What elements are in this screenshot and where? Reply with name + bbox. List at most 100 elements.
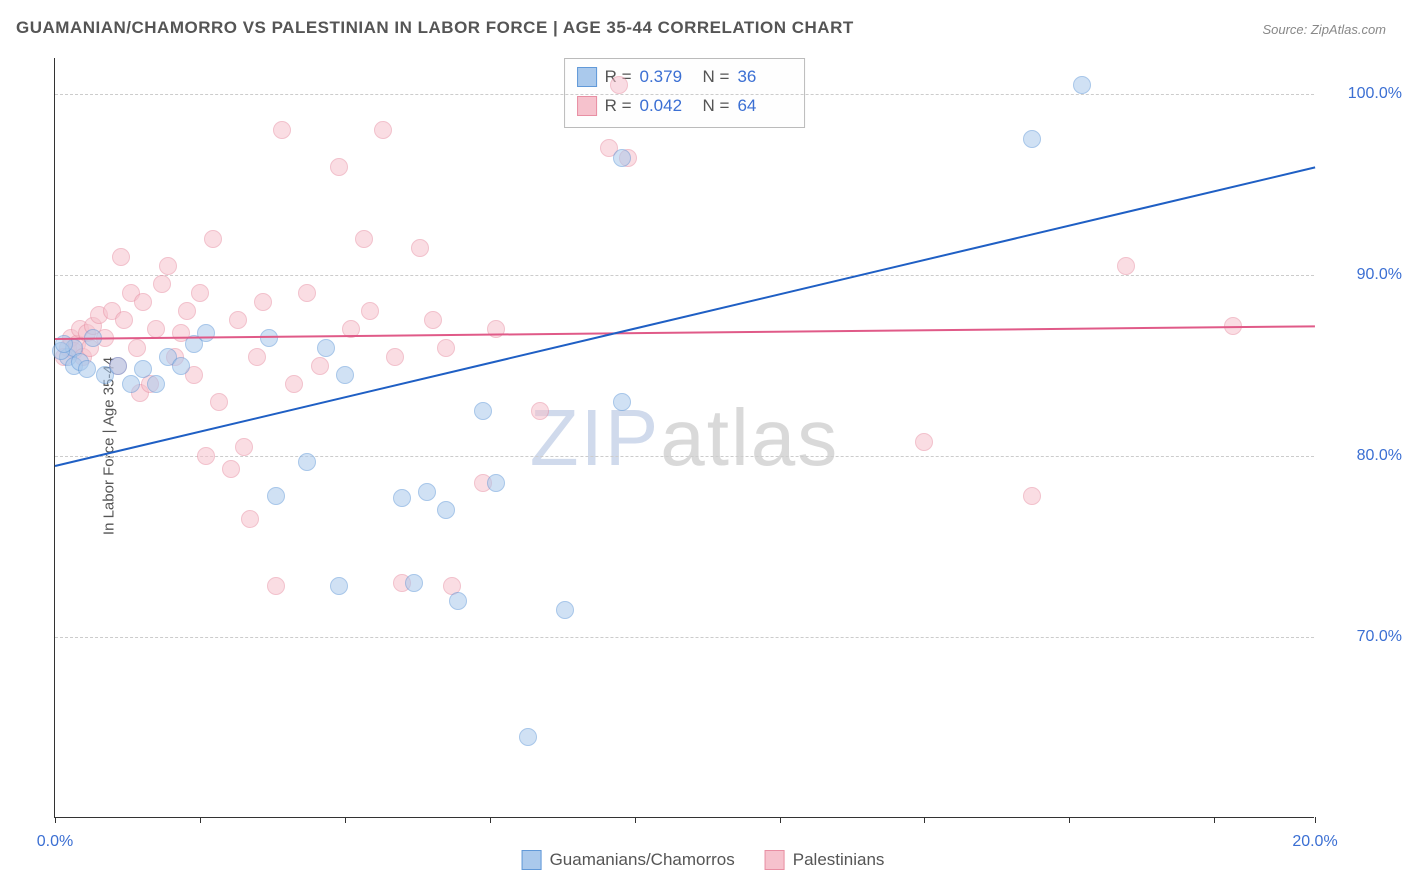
data-point-series1: [172, 357, 190, 375]
stats-legend-box: R = 0.379 N = 36 R = 0.042 N = 64: [564, 58, 806, 128]
x-tick: [1315, 817, 1316, 823]
data-point-series2: [159, 257, 177, 275]
data-point-series2: [411, 239, 429, 257]
data-point-series2: [128, 339, 146, 357]
x-tick-label: 0.0%: [37, 833, 73, 851]
x-tick: [1214, 817, 1215, 823]
data-point-series2: [285, 375, 303, 393]
data-point-series2: [487, 320, 505, 338]
data-point-series1: [197, 324, 215, 342]
y-tick-label: 80.0%: [1322, 447, 1402, 465]
data-point-series2: [210, 393, 228, 411]
data-point-series2: [330, 158, 348, 176]
data-point-series2: [197, 447, 215, 465]
bottom-legend: Guamanians/Chamorros Palestinians: [522, 850, 885, 870]
data-point-series2: [115, 311, 133, 329]
r-value-1: 0.379: [640, 63, 695, 92]
gridline: [55, 275, 1314, 276]
gridline: [55, 637, 1314, 638]
n-label-2: N =: [703, 92, 730, 121]
data-point-series1: [418, 483, 436, 501]
data-point-series2: [1117, 257, 1135, 275]
y-tick-label: 70.0%: [1322, 628, 1402, 646]
data-point-series2: [147, 320, 165, 338]
data-point-series2: [235, 438, 253, 456]
data-point-series2: [374, 121, 392, 139]
data-point-series2: [610, 76, 628, 94]
data-point-series1: [1073, 76, 1091, 94]
data-point-series1: [122, 375, 140, 393]
watermark: ZIPatlas: [530, 392, 839, 484]
data-point-series2: [222, 460, 240, 478]
data-point-series2: [267, 577, 285, 595]
data-point-series2: [248, 348, 266, 366]
data-point-series1: [613, 149, 631, 167]
data-point-series1: [78, 360, 96, 378]
data-point-series1: [437, 501, 455, 519]
x-tick: [200, 817, 201, 823]
swatch-series2: [577, 96, 597, 116]
data-point-series2: [386, 348, 404, 366]
data-point-series1: [109, 357, 127, 375]
data-point-series1: [298, 453, 316, 471]
data-point-series2: [424, 311, 442, 329]
data-point-series2: [437, 339, 455, 357]
data-point-series1: [260, 329, 278, 347]
trend-line-series2: [55, 326, 1315, 341]
data-point-series2: [112, 248, 130, 266]
data-point-series1: [317, 339, 335, 357]
data-point-series2: [204, 230, 222, 248]
data-point-series2: [1023, 487, 1041, 505]
x-tick: [55, 817, 56, 823]
legend-label-series1: Guamanians/Chamorros: [550, 850, 735, 870]
swatch-series1: [577, 67, 597, 87]
stats-row-series2: R = 0.042 N = 64: [577, 92, 793, 121]
stats-row-series1: R = 0.379 N = 36: [577, 63, 793, 92]
data-point-series1: [330, 577, 348, 595]
x-tick: [780, 817, 781, 823]
data-point-series2: [241, 510, 259, 528]
x-tick: [924, 817, 925, 823]
legend-item-series1: Guamanians/Chamorros: [522, 850, 735, 870]
data-point-series2: [254, 293, 272, 311]
data-point-series1: [449, 592, 467, 610]
data-point-series1: [474, 402, 492, 420]
data-point-series1: [405, 574, 423, 592]
n-value-2: 64: [737, 92, 792, 121]
y-tick-label: 100.0%: [1322, 85, 1402, 103]
data-point-series1: [519, 728, 537, 746]
data-point-series2: [915, 433, 933, 451]
x-tick: [345, 817, 346, 823]
data-point-series2: [191, 284, 209, 302]
plot-area: ZIPatlas R = 0.379 N = 36 R = 0.042 N = …: [54, 58, 1314, 818]
data-point-series2: [153, 275, 171, 293]
data-point-series2: [355, 230, 373, 248]
data-point-series2: [178, 302, 196, 320]
data-point-series1: [147, 375, 165, 393]
x-tick: [635, 817, 636, 823]
legend-label-series2: Palestinians: [793, 850, 885, 870]
x-tick: [490, 817, 491, 823]
data-point-series1: [336, 366, 354, 384]
x-tick: [1069, 817, 1070, 823]
legend-item-series2: Palestinians: [765, 850, 885, 870]
x-tick-label: 20.0%: [1292, 833, 1337, 851]
gridline: [55, 456, 1314, 457]
data-point-series1: [393, 489, 411, 507]
chart-container: GUAMANIAN/CHAMORRO VS PALESTINIAN IN LAB…: [0, 0, 1406, 892]
data-point-series1: [613, 393, 631, 411]
data-point-series1: [556, 601, 574, 619]
data-point-series2: [273, 121, 291, 139]
source-label: Source: ZipAtlas.com: [1262, 22, 1386, 37]
data-point-series2: [134, 293, 152, 311]
data-point-series1: [1023, 130, 1041, 148]
data-point-series2: [229, 311, 247, 329]
swatch-series2-icon: [765, 850, 785, 870]
y-tick-label: 90.0%: [1322, 266, 1402, 284]
swatch-series1-icon: [522, 850, 542, 870]
watermark-atlas: atlas: [660, 393, 839, 482]
r-value-2: 0.042: [640, 92, 695, 121]
r-label-2: R =: [605, 92, 632, 121]
data-point-series2: [311, 357, 329, 375]
n-value-1: 36: [737, 63, 792, 92]
